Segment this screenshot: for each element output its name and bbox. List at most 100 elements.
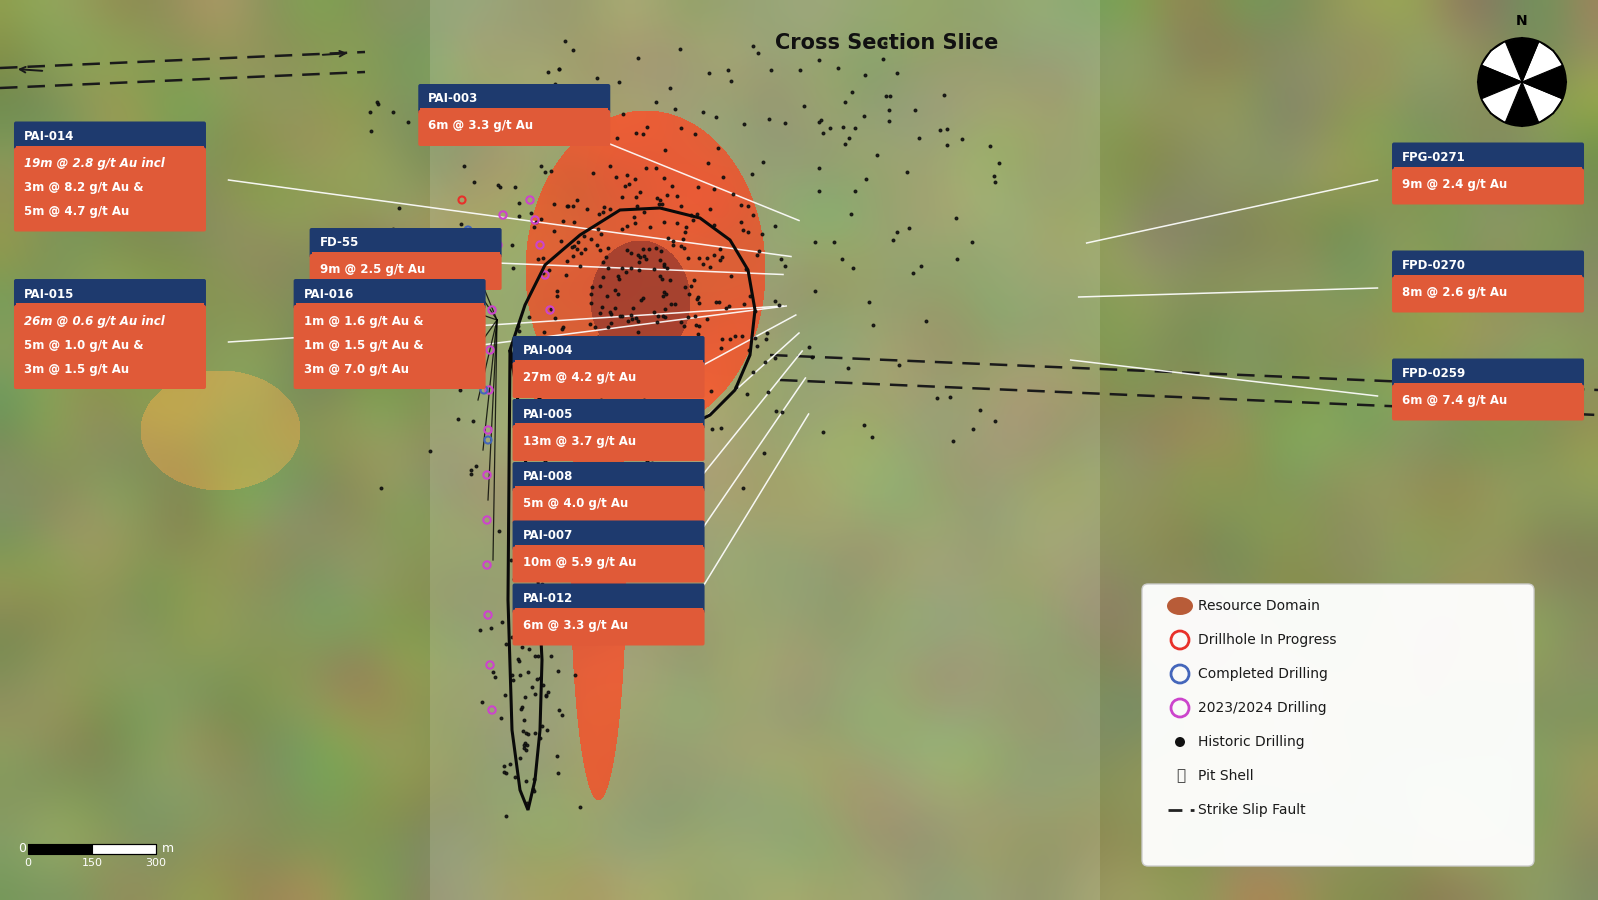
Point [419, 275, 444, 290]
Point [614, 168, 639, 183]
Text: PAI-012: PAI-012 [523, 592, 572, 605]
Point [639, 456, 665, 471]
Point [503, 482, 529, 496]
Point [737, 343, 762, 357]
Point [842, 121, 868, 135]
Point [754, 326, 780, 340]
Point [681, 273, 706, 287]
Point [572, 229, 598, 243]
Point [764, 404, 789, 419]
Point [550, 213, 575, 228]
Polygon shape [1521, 65, 1566, 99]
Point [475, 513, 500, 527]
Point [455, 223, 481, 238]
Point [622, 172, 647, 186]
Point [807, 52, 833, 67]
Point [938, 391, 964, 405]
Text: 27m @ 4.2 g/t Au: 27m @ 4.2 g/t Au [523, 372, 636, 384]
Point [652, 143, 678, 157]
Point [548, 322, 574, 337]
Point [668, 41, 694, 56]
Point [423, 283, 449, 297]
Point [524, 671, 550, 686]
Point [671, 319, 697, 333]
Point [740, 167, 765, 182]
Text: FPG-0271: FPG-0271 [1401, 151, 1465, 164]
Point [519, 135, 545, 149]
Point [547, 440, 572, 454]
Point [507, 195, 532, 210]
FancyBboxPatch shape [513, 336, 705, 366]
Polygon shape [1505, 38, 1539, 82]
Point [561, 238, 586, 253]
Point [631, 393, 657, 408]
FancyBboxPatch shape [513, 520, 705, 551]
Point [356, 237, 382, 251]
Text: 6m @ 3.3 g/t Au: 6m @ 3.3 g/t Au [523, 619, 628, 632]
Point [478, 343, 503, 357]
Point [567, 258, 593, 273]
Bar [16, 146, 205, 149]
Point [542, 76, 567, 91]
Point [395, 114, 420, 129]
Point [507, 653, 532, 668]
Point [642, 338, 668, 353]
Point [535, 263, 561, 277]
Polygon shape [1481, 82, 1521, 122]
Point [622, 210, 647, 224]
Point [682, 127, 708, 141]
Text: FPD-0270: FPD-0270 [1401, 259, 1465, 272]
Point [650, 284, 676, 299]
Point [551, 439, 577, 454]
Point [598, 441, 623, 455]
Point [737, 289, 762, 303]
Point [602, 302, 628, 316]
Point [660, 238, 686, 252]
Point [944, 252, 970, 266]
Point [630, 242, 655, 256]
Point [479, 302, 505, 317]
Text: 3m @ 8.2 g/t Au &: 3m @ 8.2 g/t Au & [24, 181, 144, 194]
Point [634, 120, 660, 134]
Bar [515, 423, 703, 427]
Point [810, 426, 836, 440]
Point [618, 308, 644, 322]
Point [529, 103, 555, 117]
Point [523, 687, 548, 701]
Point [644, 315, 670, 329]
Point [588, 279, 614, 293]
Point [510, 724, 535, 739]
Point [569, 351, 594, 365]
Point [527, 238, 553, 252]
Point [706, 295, 732, 310]
Point [927, 122, 952, 137]
Point [642, 160, 668, 175]
Point [802, 284, 828, 299]
Point [487, 180, 513, 194]
Point [507, 538, 532, 553]
Text: FPD-0259: FPD-0259 [1401, 367, 1467, 380]
Point [753, 355, 778, 369]
Point [547, 62, 572, 77]
Point [523, 587, 548, 601]
Point [380, 221, 406, 236]
Text: 8m @ 2.6 g/t Au: 8m @ 2.6 g/t Au [1401, 286, 1507, 299]
Text: FD-55: FD-55 [320, 237, 360, 249]
Point [609, 261, 634, 275]
Point [655, 230, 681, 245]
Point [671, 241, 697, 256]
Text: ⛏: ⛏ [1176, 769, 1186, 784]
Point [622, 216, 647, 230]
Point [756, 112, 781, 127]
Point [564, 241, 590, 256]
Text: 1m @ 1.6 g/t Au &: 1m @ 1.6 g/t Au & [304, 314, 423, 328]
Point [769, 252, 794, 266]
Point [486, 524, 511, 538]
FancyBboxPatch shape [14, 148, 206, 231]
Polygon shape [1521, 41, 1563, 82]
Point [583, 70, 609, 85]
Point [678, 207, 703, 221]
Point [609, 377, 634, 392]
Point [524, 562, 550, 576]
Point [513, 774, 539, 788]
